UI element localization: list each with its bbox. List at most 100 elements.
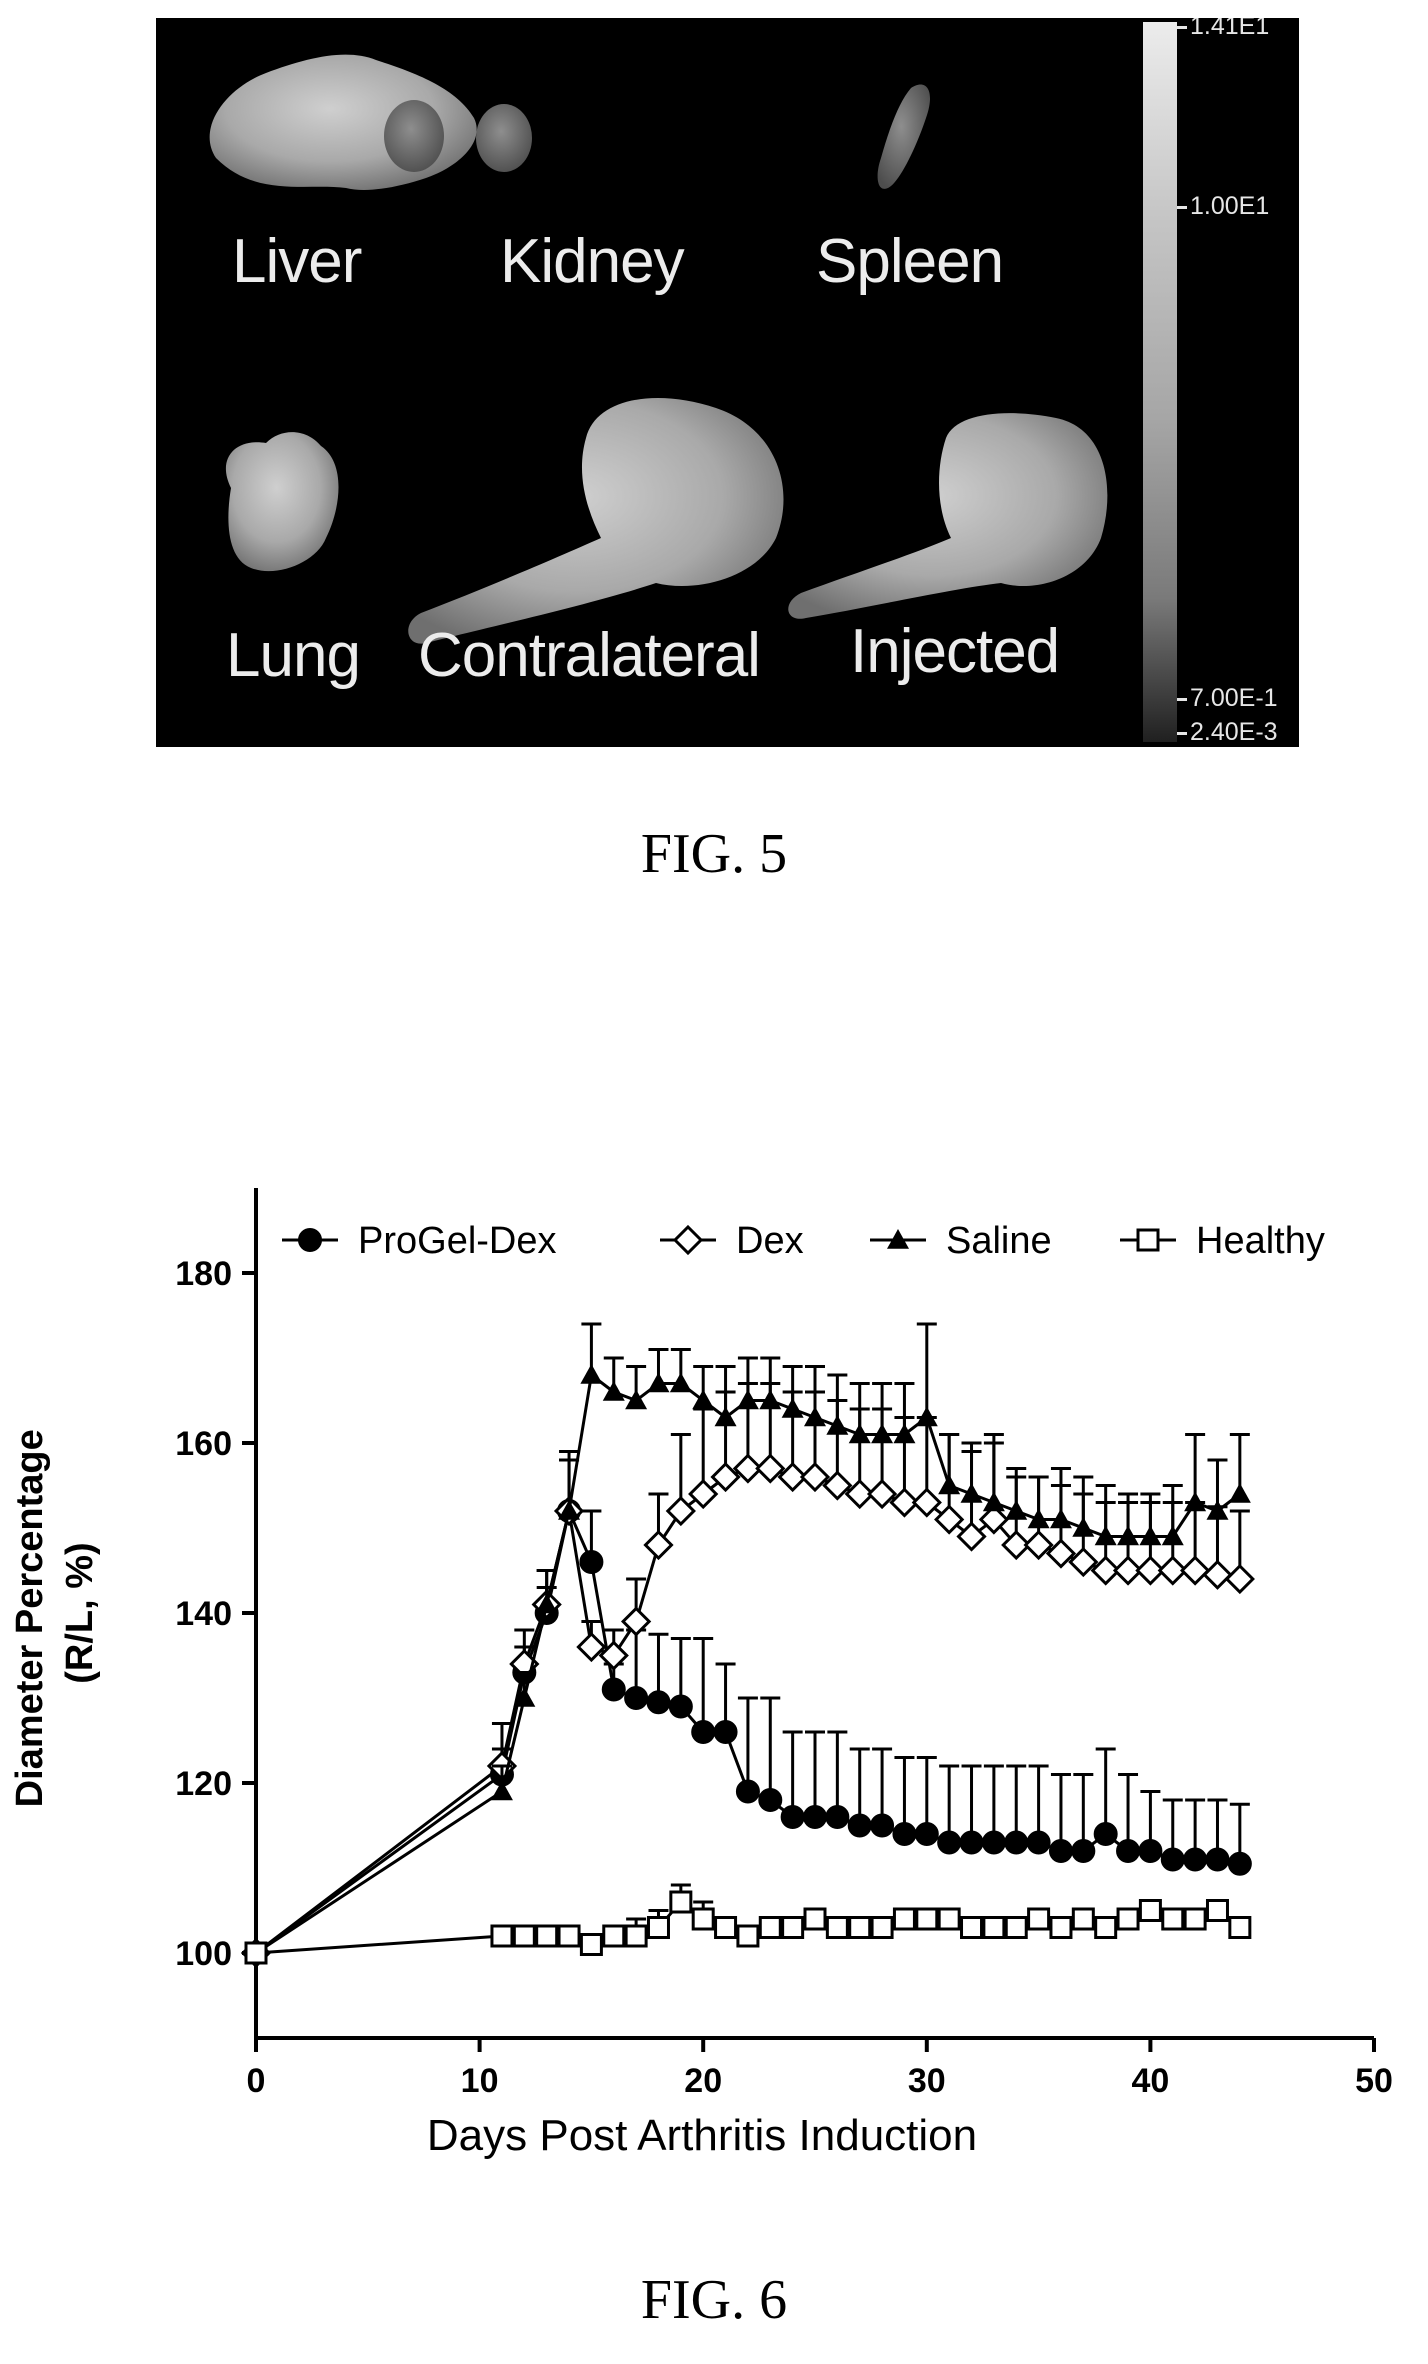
scale-tick	[1177, 26, 1187, 29]
saline-point	[1117, 1525, 1140, 1546]
dex-point	[844, 1478, 875, 1510]
progel-dex-series	[244, 1458, 1252, 1965]
saline-point	[736, 1389, 759, 1410]
progel-dex-point	[981, 1830, 1006, 1855]
healthy-series	[244, 1883, 1252, 1965]
progel-dex-point	[601, 1677, 626, 1702]
dex-point	[1157, 1555, 1188, 1586]
dex-point	[799, 1461, 831, 1493]
saline-point	[714, 1406, 737, 1427]
dex-legend-marker	[672, 1224, 704, 1256]
progel-dex-point	[1048, 1839, 1073, 1863]
healthy-point	[490, 1924, 514, 1948]
progel-dex-legend-marker	[298, 1228, 322, 1252]
healthy-legend-label: Healthy	[1196, 1220, 1325, 1262]
y-tick-label: 140	[175, 1595, 232, 1633]
progel-dex-point	[646, 1690, 671, 1715]
progel-dex-point	[1093, 1822, 1118, 1846]
saline-point	[1206, 1500, 1229, 1520]
healthy-point	[1138, 1899, 1162, 1922]
saline-point	[1094, 1525, 1117, 1546]
figure-6-caption: FIG. 6	[640, 2269, 788, 2331]
dex-point	[1001, 1529, 1032, 1561]
saline-point	[1184, 1491, 1207, 1512]
scale-tick	[1177, 698, 1187, 701]
progel-dex-point	[624, 1686, 649, 1710]
saline-series	[245, 1322, 1251, 1962]
dex-point	[1023, 1529, 1054, 1561]
saline-point	[1228, 1483, 1251, 1503]
dex-point	[1224, 1563, 1255, 1595]
saline-point	[960, 1483, 983, 1503]
progel-dex-point	[937, 1830, 962, 1855]
progel-dex-point	[579, 1550, 604, 1574]
y-tick-label: 160	[175, 1425, 232, 1463]
progel-dex-point	[735, 1779, 760, 1804]
saline-point	[871, 1423, 894, 1444]
saline-point	[558, 1500, 581, 1520]
healthy-point	[579, 1933, 603, 1956]
progel-dex-point	[1071, 1839, 1096, 1863]
healthy-point	[758, 1916, 782, 1939]
chart-series	[240, 1322, 1255, 1969]
dex-point	[1112, 1555, 1144, 1586]
dex-point	[598, 1640, 629, 1671]
dex-point	[1135, 1555, 1166, 1586]
dex-point	[934, 1504, 965, 1535]
saline-point	[647, 1372, 670, 1393]
healthy-point	[244, 1941, 268, 1965]
intensity-color-scale	[1143, 22, 1177, 742]
kidney-label: Kidney	[500, 227, 685, 296]
healthy-point	[1183, 1907, 1207, 1931]
saline-point	[1005, 1500, 1028, 1520]
progel-dex-point	[758, 1788, 783, 1812]
progel-dex-point	[1138, 1839, 1163, 1863]
healthy-point	[646, 1916, 670, 1939]
saline-point	[804, 1406, 826, 1427]
healthy-point	[535, 1924, 559, 1948]
healthy-point	[848, 1916, 872, 1939]
healthy-point	[1205, 1899, 1229, 1922]
healthy-point	[937, 1907, 961, 1931]
healthy-point	[1228, 1916, 1252, 1939]
dex-point	[889, 1487, 920, 1518]
dex-series	[240, 1382, 1255, 1969]
scale-label-min: 2.40E-3	[1190, 718, 1278, 746]
healthy-point	[781, 1916, 805, 1939]
figure-5-caption: FIG. 5	[640, 823, 788, 885]
dex-legend-label: Dex	[736, 1220, 804, 1262]
chart-legend: ProGel-Dex Dex Saline Healthy	[282, 1220, 1325, 1262]
saline-point	[513, 1687, 536, 1707]
progel-dex-point	[1116, 1839, 1141, 1863]
healthy-point	[1049, 1916, 1073, 1939]
dex-point	[822, 1470, 853, 1501]
scale-tick	[1177, 732, 1187, 735]
spleen-label: Spleen	[816, 227, 1004, 296]
scale-label-max: 1.41E1	[1190, 18, 1270, 40]
progel-dex-point	[1205, 1847, 1230, 1872]
healthy-point	[1161, 1907, 1185, 1931]
healthy-point	[825, 1916, 849, 1939]
saline-point	[625, 1389, 648, 1410]
progel-dex-point	[691, 1720, 716, 1744]
x-axis-title: Days Post Arthritis Induction	[427, 2111, 977, 2160]
saline-point	[848, 1423, 871, 1444]
progel-dex-point	[1160, 1847, 1185, 1872]
saline-legend-label: Saline	[946, 1220, 1052, 1262]
dex-point	[978, 1504, 1010, 1535]
saline-point	[826, 1415, 849, 1435]
saline-point	[1161, 1525, 1184, 1546]
progel-dex-point	[959, 1830, 984, 1855]
progel-dex-point	[1004, 1830, 1029, 1855]
scale-label-mid: 1.00E1	[1190, 192, 1270, 220]
healthy-point	[1094, 1916, 1118, 1939]
x-tick-label: 50	[1355, 2062, 1393, 2100]
progel-dex-point	[668, 1694, 693, 1719]
kidney-left-organ	[384, 100, 444, 172]
progel-dex-point	[914, 1822, 939, 1846]
progel-dex-point	[1183, 1847, 1208, 1872]
healthy-point	[557, 1924, 581, 1948]
dex-point	[755, 1453, 786, 1484]
saline-point	[982, 1491, 1005, 1512]
healthy-point	[512, 1924, 536, 1948]
